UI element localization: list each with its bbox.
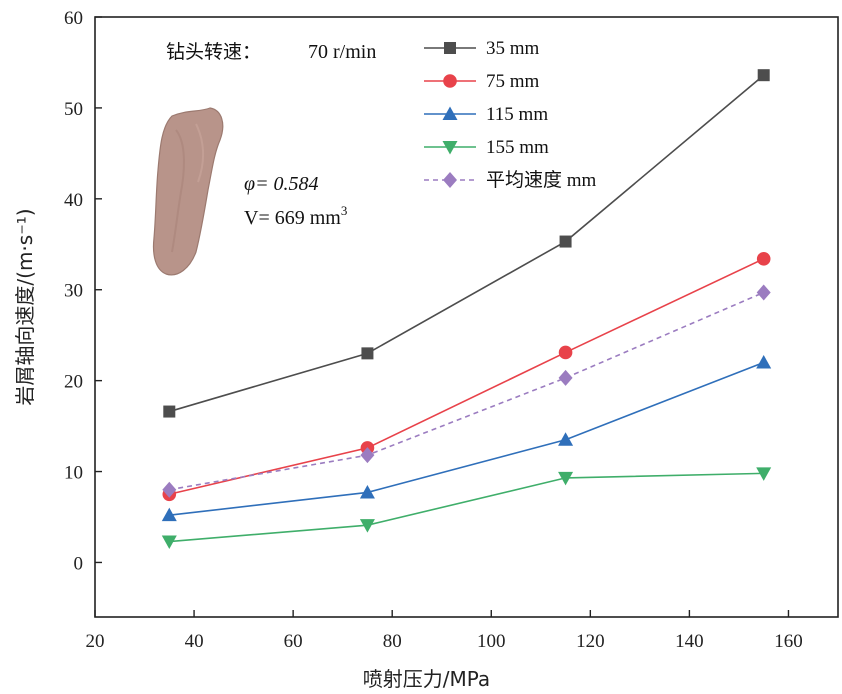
volume-annotation: V= 669 mm3: [244, 203, 347, 229]
data-point: [558, 369, 573, 386]
series-line: [169, 291, 765, 491]
legend-label: 115 mm: [486, 104, 548, 125]
y-tick-label: 10: [64, 463, 83, 484]
legend-marker: [444, 42, 456, 54]
x-tick-label: 40: [185, 631, 204, 652]
phi-annotation: φ= 0.584: [244, 173, 319, 195]
rock-particle-image: [152, 107, 224, 276]
x-tick-label: 100: [477, 631, 506, 652]
series-1: [162, 252, 771, 502]
y-tick-label: 0: [74, 553, 84, 574]
data-point: [558, 471, 574, 486]
plot-frame: [94, 16, 839, 618]
axes: 20 40 60 80 100 120 140 160 0 10 20 30 40 50 60 喷射压力/MP…: [13, 8, 839, 691]
x-tick-label: 160: [774, 631, 803, 652]
data-point: [161, 535, 177, 550]
y-tick-label: 40: [64, 190, 83, 211]
legend: 35 mm 75 mm 115 mm 155 mm 平均速度 mm: [424, 38, 597, 191]
data-point: [757, 69, 770, 82]
legend-marker: [442, 106, 458, 120]
data-point: [360, 447, 375, 464]
volume-annotation-exponent: 3: [341, 203, 348, 218]
x-tick-label: 80: [383, 631, 402, 652]
data-point: [361, 347, 374, 360]
annotations: 钻头转速： 70 r/min φ= 0.584 V= 669 mm3: [166, 41, 376, 229]
data-point: [359, 484, 375, 499]
data-point: [558, 345, 573, 360]
legend-label: 平均速度 mm: [486, 169, 597, 191]
series-line: [169, 472, 764, 543]
data-point: [359, 519, 375, 533]
legend-item: 115 mm: [424, 104, 548, 125]
bit-speed-value: 70 r/min: [308, 41, 376, 63]
data-point: [161, 507, 177, 522]
data-point: [756, 252, 771, 266]
y-tick-label: 30: [64, 281, 83, 302]
legend-marker: [443, 74, 457, 88]
data-point: [756, 467, 772, 481]
bit-speed-label: 钻头转速：: [166, 41, 261, 63]
legend-item: 平均速度 mm: [424, 169, 597, 191]
data-point: [162, 481, 177, 498]
x-tick-label: 140: [675, 631, 704, 652]
series-layer: [161, 69, 772, 550]
y-axis-title: 岩屑轴向速度/(m·s⁻¹): [13, 208, 37, 405]
volume-annotation-text: V= 669 mm: [244, 207, 341, 229]
x-tick-label: 120: [576, 631, 605, 652]
legend-item: 75 mm: [424, 71, 540, 92]
legend-label: 75 mm: [486, 71, 540, 92]
legend-item: 35 mm: [424, 38, 540, 59]
series-0: [163, 69, 770, 418]
y-tick-label: 20: [64, 372, 83, 393]
series-line: [169, 258, 765, 496]
series-4: [162, 284, 771, 498]
data-point: [756, 354, 772, 369]
series-line: [169, 74, 765, 413]
legend-item: 155 mm: [424, 137, 549, 158]
x-tick-label: 60: [284, 631, 303, 652]
legend-marker: [443, 172, 457, 188]
legend-marker: [442, 141, 458, 155]
x-tick-label: 20: [86, 631, 105, 652]
data-point: [163, 405, 176, 418]
series-3: [161, 467, 772, 550]
y-tick-label: 50: [64, 99, 83, 120]
y-tick-label: 60: [64, 8, 83, 29]
data-point: [558, 432, 574, 446]
legend-label: 155 mm: [486, 137, 549, 158]
legend-label: 35 mm: [486, 38, 540, 59]
series-line: [169, 361, 764, 516]
x-axis-title: 喷射压力/MPa: [363, 667, 490, 691]
data-point: [756, 284, 771, 301]
series-2: [161, 354, 772, 522]
data-point: [559, 235, 572, 248]
